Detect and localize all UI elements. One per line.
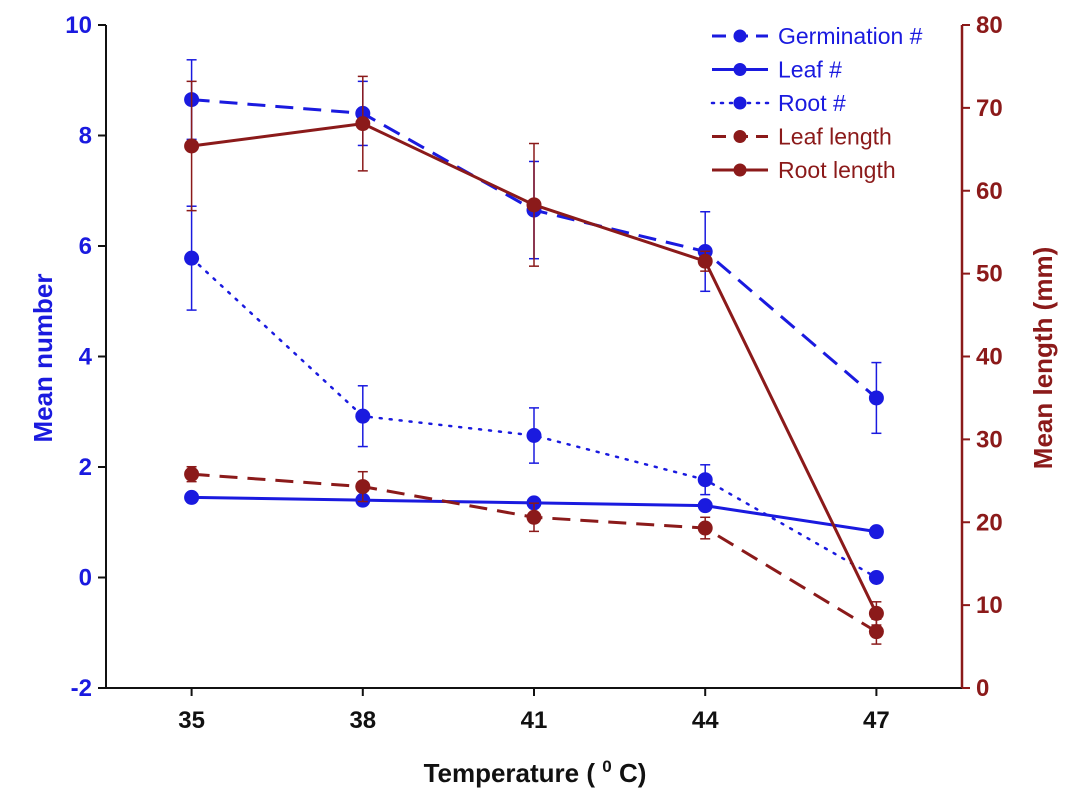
legend-item-leaf: Leaf #	[712, 57, 842, 83]
series-leaf-length	[184, 465, 884, 645]
data-point	[697, 472, 713, 488]
right-tick-label: 10	[976, 592, 1003, 619]
data-point	[526, 197, 542, 213]
right-tick-label: 60	[976, 178, 1003, 205]
left-axis-title: Mean number	[28, 273, 58, 442]
left-tick-label: 2	[79, 454, 92, 481]
legend: Germination # Leaf # Root # Leaf length Root…	[710, 23, 923, 183]
data-point	[868, 605, 884, 621]
legend-item-germination: Germination #	[712, 23, 923, 49]
legend-marker	[733, 163, 747, 177]
series-layer	[184, 59, 884, 645]
right-tick-label: 40	[976, 344, 1003, 371]
data-point	[355, 479, 371, 495]
x-axis-unit-suffix: C)	[619, 758, 646, 788]
data-point	[868, 570, 884, 585]
x-tick-label: 47	[863, 707, 890, 734]
right-tick-label: 70	[976, 95, 1003, 122]
x-tick-label: 44	[692, 707, 719, 734]
legend-marker	[733, 96, 747, 110]
x-axis-title: Temperature ( 0 C)	[424, 748, 647, 788]
legend-marker	[733, 29, 747, 43]
legend-item-leaf-length: Leaf length	[712, 124, 892, 150]
x-tick-label: 41	[521, 707, 548, 734]
legend-label: Leaf #	[778, 57, 842, 83]
x-axis-unit-prefix: (	[586, 758, 595, 788]
data-point	[697, 498, 713, 514]
data-point	[184, 250, 200, 266]
right-axis-title: Mean length (mm)	[1028, 247, 1058, 469]
right-tick-label: 20	[976, 509, 1003, 536]
data-point	[184, 489, 200, 505]
ticks-layer: -2 0 2 4 6 8 10 0 10 20 30 40 50 60 70 80 35 38 41 44 47	[65, 12, 1002, 734]
legend-label: Leaf length	[778, 124, 892, 150]
left-tick-label: 0	[79, 565, 92, 592]
data-point	[526, 428, 542, 444]
right-tick-label: 0	[976, 675, 989, 702]
legend-marker	[733, 63, 747, 76]
legend-label: Root #	[778, 90, 846, 116]
data-point	[697, 520, 713, 536]
data-point	[868, 624, 884, 640]
legend-item-root: Root #	[710, 90, 846, 116]
left-tick-label: 8	[79, 123, 92, 150]
data-point	[355, 116, 371, 132]
legend-label: Germination #	[778, 23, 923, 49]
x-axis-unit-superscript: 0	[602, 757, 611, 776]
data-point	[868, 390, 884, 406]
left-tick-label: 4	[79, 344, 93, 371]
data-point	[697, 253, 713, 269]
data-point	[868, 524, 884, 540]
legend-marker	[733, 130, 747, 143]
data-point	[184, 138, 200, 154]
right-tick-label: 80	[976, 12, 1003, 39]
legend-label: Root length	[778, 157, 896, 183]
legend-item-root-length: Root length	[712, 157, 896, 183]
right-tick-label: 50	[976, 261, 1003, 288]
series-root-length	[184, 75, 884, 626]
x-axis-title-text: Temperature	[424, 758, 580, 788]
data-point	[355, 408, 371, 424]
right-tick-label: 30	[976, 426, 1003, 453]
data-point	[184, 466, 200, 482]
x-tick-label: 38	[349, 707, 376, 734]
series-root	[184, 205, 884, 585]
left-tick-label: -2	[71, 675, 92, 702]
left-tick-label: 6	[79, 233, 92, 260]
left-tick-label: 10	[65, 12, 92, 39]
data-point	[526, 509, 542, 525]
x-tick-label: 35	[178, 707, 205, 734]
